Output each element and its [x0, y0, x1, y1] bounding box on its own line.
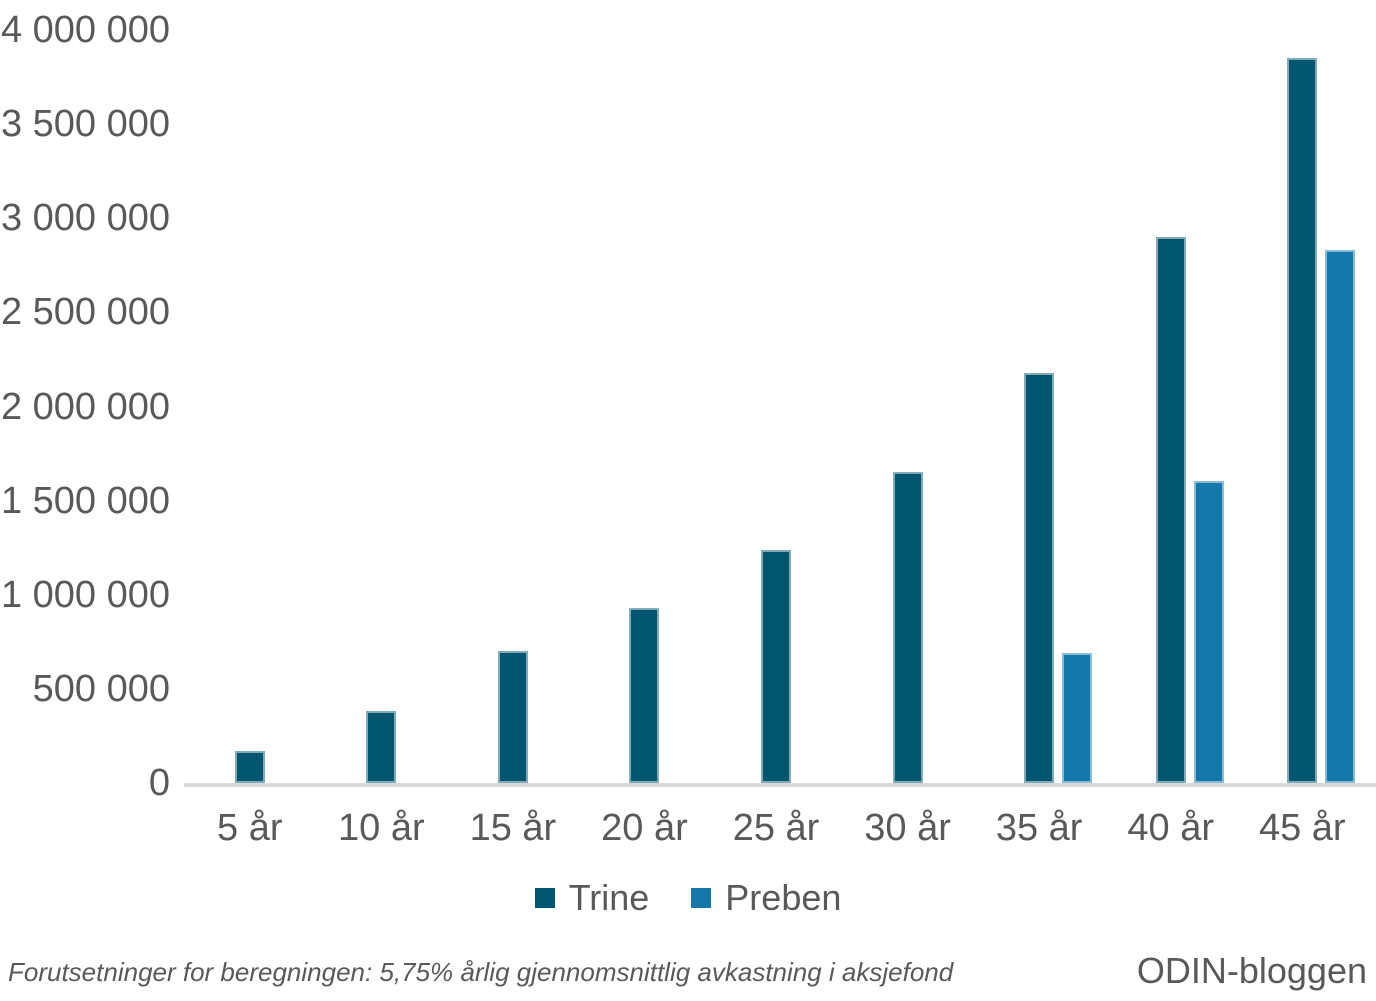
- x-axis-label: 40 år: [1127, 807, 1215, 849]
- x-axis-label: 35 år: [995, 807, 1083, 849]
- x-axis-label: 30 år: [864, 807, 951, 849]
- x-axis-label: 20 år: [601, 807, 688, 849]
- x-axis-label: 25 år: [732, 807, 820, 849]
- category-20-år: 20 år: [579, 30, 711, 847]
- legend-label: Trine: [568, 877, 650, 918]
- brand-label: ODIN-bloggen: [1136, 950, 1367, 991]
- y-axis-label: 1 500 000: [0, 479, 170, 522]
- y-axis-label: 0: [148, 762, 170, 804]
- category-5-år: 5 år: [184, 30, 316, 847]
- y-axis-label: 1 000 000: [0, 573, 170, 616]
- x-axis-label: 15 år: [469, 807, 557, 849]
- bar-preben-45-år: [1325, 250, 1356, 783]
- category-25-år: 25 år: [710, 30, 842, 847]
- bar-preben-35-år: [1062, 653, 1093, 783]
- legend-label: Preben: [725, 877, 842, 918]
- x-axis-label: 10 år: [338, 807, 425, 849]
- legend-swatch-icon: [691, 888, 712, 908]
- plot-area: 5 år 10 år 15 år 20 år 25 år 30 år 35 år 40 år 4…: [184, 30, 1369, 847]
- bar-trine-5-år: [234, 751, 265, 783]
- category-15-år: 15 år: [447, 30, 579, 847]
- x-axis-label: 45 år: [1258, 807, 1346, 849]
- bar-trine-35-år: [1024, 372, 1055, 783]
- category-10-år: 10 år: [316, 30, 448, 847]
- category-45-år: 45 år: [1237, 30, 1369, 847]
- x-axis-line: [184, 783, 1376, 787]
- category-35-år: 35 år: [973, 30, 1105, 847]
- bar-trine-30-år: [892, 472, 923, 783]
- assumptions-note: Forutsetninger for beregningen: 5,75% år…: [8, 957, 954, 987]
- legend-item-trine: Trine: [534, 877, 650, 918]
- y-axis-label: 3 500 000: [0, 103, 170, 146]
- bar-trine-10-år: [366, 710, 397, 783]
- category-30-år: 30 år: [842, 30, 974, 847]
- bar-preben-40-år: [1193, 480, 1224, 783]
- bar-trine-20-år: [629, 607, 660, 783]
- y-axis-label: 3 000 000: [0, 197, 170, 240]
- x-axis-label: 5 år: [217, 807, 283, 849]
- y-axis-label: 500 000: [32, 667, 170, 710]
- bar-trine-45-år: [1287, 58, 1318, 783]
- legend-swatch-icon: [534, 888, 555, 908]
- y-axis-label: 4 000 000: [0, 9, 170, 51]
- legend: Trine Preben: [0, 880, 1376, 916]
- category-40-år: 40 år: [1105, 30, 1237, 847]
- bar-trine-40-år: [1155, 237, 1186, 783]
- y-axis-label: 2 500 000: [0, 291, 170, 334]
- bar-trine-25-år: [761, 549, 792, 783]
- bar-trine-15-år: [497, 651, 528, 783]
- legend-item-preben: Preben: [691, 880, 841, 916]
- y-axis-label: 2 000 000: [0, 385, 170, 428]
